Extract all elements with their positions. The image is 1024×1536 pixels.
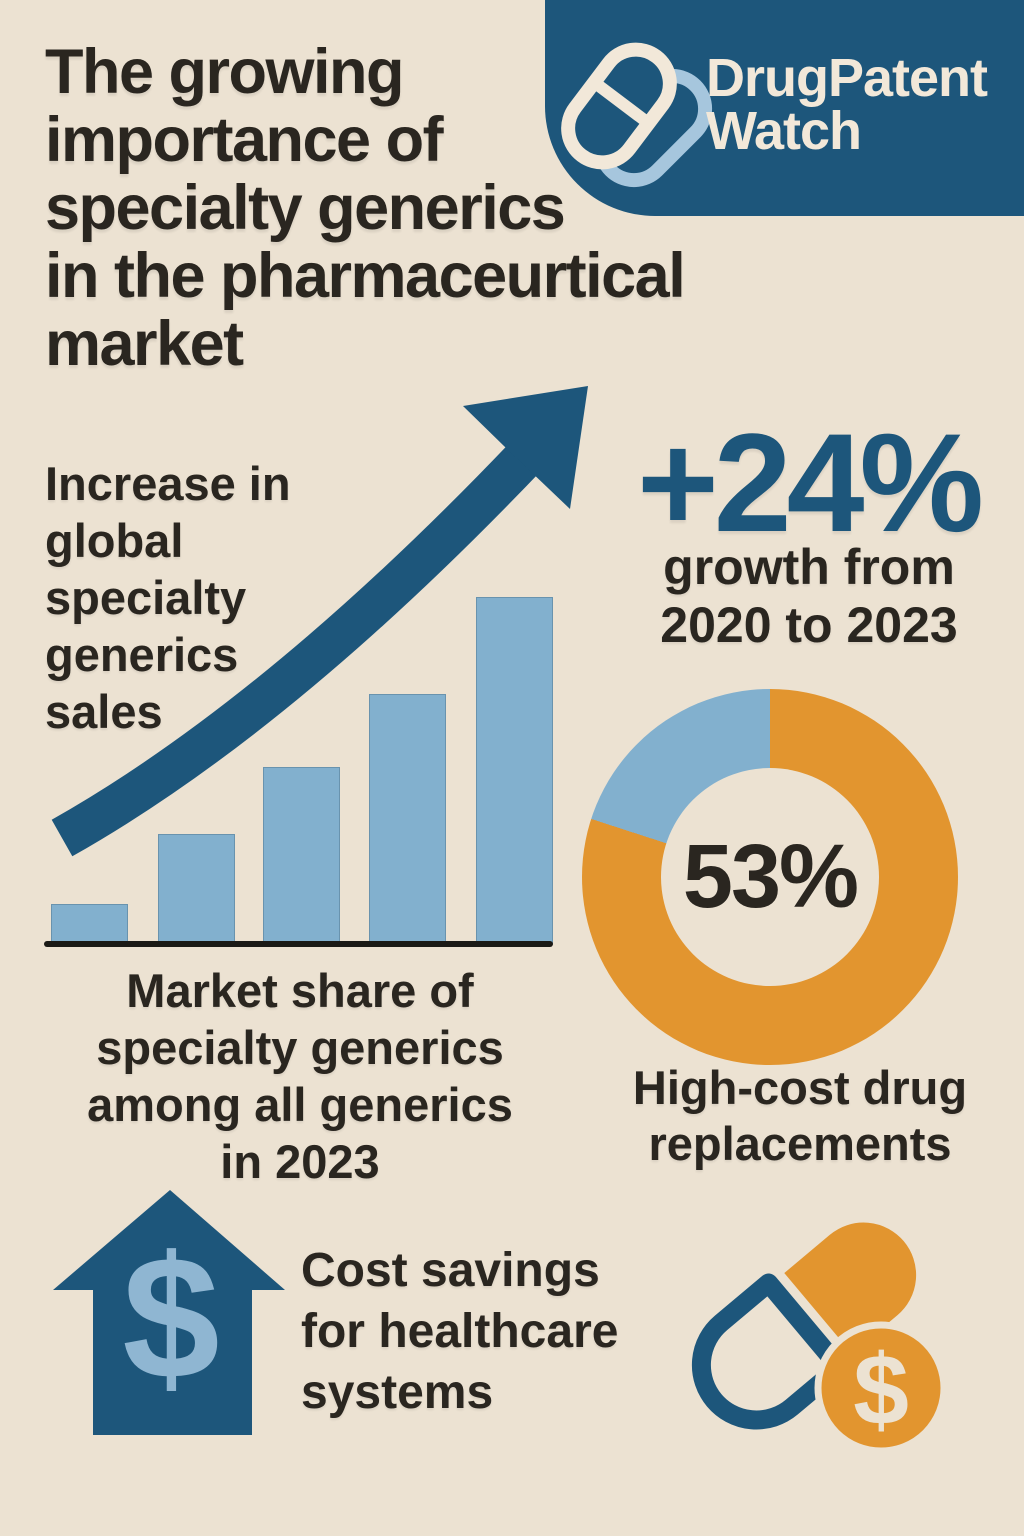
donut-hole: 53%: [661, 768, 879, 986]
donut-center-label: 53%: [682, 826, 859, 927]
coin-dollar-glyph: $: [853, 1334, 909, 1446]
pill-coin-icon: $: [691, 1217, 948, 1455]
growth-stat-value: +24%: [637, 404, 984, 561]
brand-name: DrugPatent Watch: [706, 48, 988, 161]
capsule-half-blue: [691, 1273, 849, 1430]
bar: [51, 904, 128, 944]
market-share-label: Market share of specialty generics among…: [87, 964, 513, 1188]
pill-pair-icon: [561, 42, 713, 188]
donut-chart: 53%: [582, 689, 958, 1065]
upward-trend-arrow-icon: [51, 386, 588, 857]
dollar-coin: [814, 1321, 948, 1455]
dollar-glyph: $: [122, 1221, 219, 1416]
page-title: The growing importance of specialty gene…: [45, 37, 686, 379]
logo-pill-cream: [561, 42, 677, 170]
chart-baseline: [44, 941, 553, 947]
donut-caption: High-cost drug replacements: [632, 1061, 968, 1170]
cost-savings-label: Cost savings for healthcare systems: [301, 1244, 619, 1419]
sales-growth-label: Increase in global specialty generics sa…: [45, 457, 291, 738]
up-arrow-dollar-icon: $: [53, 1190, 285, 1435]
growth-stat-caption: growth from 2020 to 2023: [660, 539, 958, 653]
